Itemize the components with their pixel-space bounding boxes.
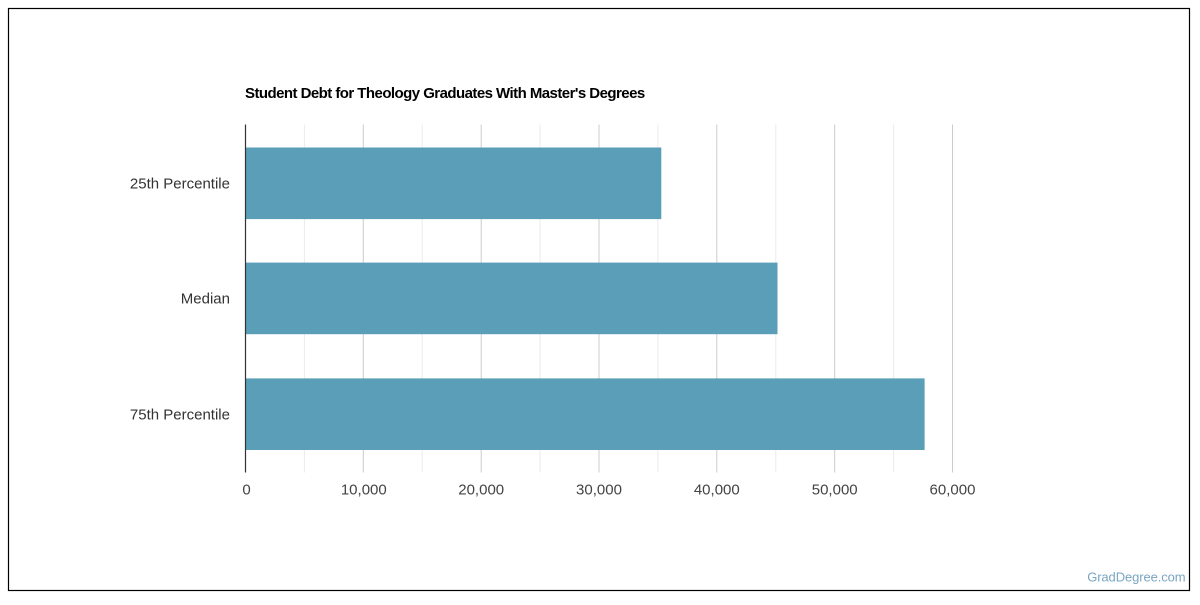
svg-text:10,000: 10,000	[341, 482, 387, 499]
svg-text:75th Percentile: 75th Percentile	[130, 407, 230, 424]
svg-text:Median: Median	[181, 291, 230, 308]
svg-text:60,000: 60,000	[930, 482, 976, 499]
svg-text:25th Percentile: 25th Percentile	[130, 176, 230, 193]
svg-text:0: 0	[242, 482, 250, 499]
svg-text:40,000: 40,000	[694, 482, 740, 499]
svg-text:50,000: 50,000	[812, 482, 858, 499]
svg-text:GradDegree.com: GradDegree.com	[1087, 570, 1185, 585]
svg-text:Student Debt for Theology Grad: Student Debt for Theology Graduates With…	[245, 85, 645, 102]
svg-text:20,000: 20,000	[458, 482, 504, 499]
svg-text:30,000: 30,000	[576, 482, 622, 499]
